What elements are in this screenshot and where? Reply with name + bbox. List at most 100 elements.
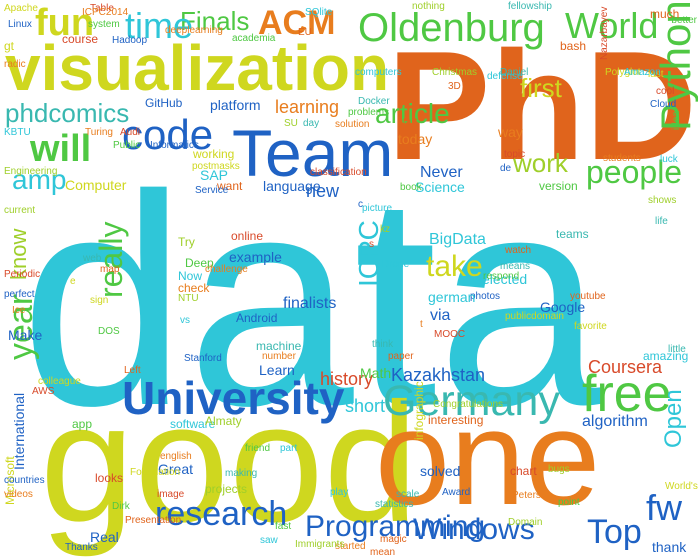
word-learning: learning: [275, 97, 340, 117]
word-data: data: [20, 132, 604, 468]
word-presentation: Presentation: [125, 515, 182, 526]
word-respond: respond: [483, 271, 520, 282]
word-academia: academia: [232, 33, 276, 44]
word-de: de: [500, 163, 512, 174]
word-working: working: [193, 147, 235, 161]
word-history: history: [320, 369, 374, 389]
word-world-s: World's: [665, 481, 698, 492]
word-finals: Finals: [180, 6, 250, 36]
word-aws: AWS: [32, 386, 55, 397]
word-nothing: nothing: [412, 1, 445, 12]
word-e: e: [70, 276, 76, 287]
word-map: map: [100, 264, 120, 275]
word-means: means: [500, 261, 531, 272]
word-computer: Computer: [65, 177, 127, 193]
word-solved: solved: [420, 463, 461, 479]
word-science: Science: [415, 179, 465, 195]
word-play: play: [330, 487, 349, 498]
word-friend: friend: [245, 443, 271, 454]
word-think: think: [372, 339, 394, 350]
word-audi: Audi: [120, 127, 141, 138]
word-youtube: youtube: [570, 291, 606, 302]
word-eu: EU: [298, 27, 312, 38]
word-coursera: Coursera: [588, 357, 663, 377]
word-making: making: [225, 468, 258, 479]
word-table: Table: [90, 3, 114, 14]
word-docker: Docker: [358, 96, 390, 107]
word-foundation: Foundation: [130, 467, 181, 478]
word-icpc2014: ICPC2014: [82, 7, 129, 18]
word-icpc: ICPC: [353, 220, 384, 287]
word-platform: platform: [210, 97, 261, 113]
word-su: SU: [284, 118, 298, 129]
word-bigdata: BigData: [429, 231, 486, 248]
word-algorithm: algorithm: [582, 413, 648, 430]
word-people: people: [586, 154, 683, 190]
word-web: web: [83, 253, 102, 264]
word-check: check: [178, 281, 210, 295]
word-research: research: [155, 495, 288, 533]
word-watch: watch: [505, 245, 532, 256]
word-open: Open: [660, 389, 687, 448]
word-drone: Drone: [382, 259, 410, 270]
word-selected: selected: [475, 271, 528, 287]
word-never: Never: [420, 164, 463, 181]
word-immigrants: Immigrants: [295, 539, 345, 550]
word-bash: bash: [560, 39, 587, 53]
word-life: life: [655, 216, 668, 227]
word-s: s: [369, 239, 374, 250]
word-t: t: [420, 319, 423, 330]
word-online: online: [231, 229, 264, 243]
word-postmasks: postmasks: [192, 161, 240, 172]
word-apache: Apache: [4, 3, 38, 14]
word-colleague: colleague: [38, 376, 81, 387]
word-domain: Domain: [508, 517, 543, 528]
word-amazon: Amazon: [624, 67, 661, 78]
word-saw: saw: [260, 535, 278, 546]
word-dos: DOS: [98, 326, 120, 337]
word-will: will: [30, 128, 92, 170]
word-image: image: [157, 489, 185, 500]
word-perfect: perfect: [4, 289, 35, 300]
word-looks: looks: [95, 471, 124, 485]
word-c: c: [358, 199, 363, 210]
word-informatics: Informatics: [150, 140, 199, 151]
word-mean: mean: [370, 547, 396, 558]
word-version: version: [539, 179, 578, 193]
word-solution: solution: [335, 119, 370, 130]
word-sap: SAP: [200, 167, 229, 183]
word-windows: Windows: [413, 513, 535, 546]
word-day: day: [303, 118, 320, 129]
word-nazarbayev: Nazarbayev: [599, 6, 610, 60]
word-last: last: [648, 69, 664, 80]
word-kazakhstan: Kazakhstan: [391, 365, 486, 385]
word-mooc: MOOC: [434, 329, 466, 340]
word-system: system: [88, 19, 120, 30]
word-videos: videos: [4, 489, 33, 500]
word-time: time: [125, 5, 194, 46]
word-programming: Programming: [305, 510, 486, 543]
word-german: german: [428, 289, 476, 305]
word-almaty: Almaty: [205, 414, 242, 428]
word-google: Google: [540, 299, 586, 315]
word-fellowship: fellowship: [508, 1, 552, 12]
word-team: Team: [232, 116, 394, 190]
word-hadoop: Hadoop: [112, 35, 148, 46]
word-sign: sign: [90, 295, 109, 306]
word-favorite: favorite: [574, 321, 607, 332]
word-good: good: [40, 368, 419, 558]
word-congratulations: Congratulations: [433, 399, 504, 410]
word-ntu: NTU: [178, 293, 199, 304]
word-students: students: [603, 153, 641, 164]
word-part: part: [280, 443, 298, 454]
word-code: code: [122, 111, 214, 158]
word-dirk: Dirk: [112, 501, 130, 512]
word-fast: fast: [275, 521, 292, 532]
word-machine: machine: [256, 339, 302, 353]
word-projects: projects: [205, 482, 248, 496]
word-better: better: [671, 15, 697, 26]
word-classification: classification: [310, 167, 367, 178]
word-engineering: Engineering: [4, 166, 58, 177]
word-countries: countries: [4, 475, 45, 486]
